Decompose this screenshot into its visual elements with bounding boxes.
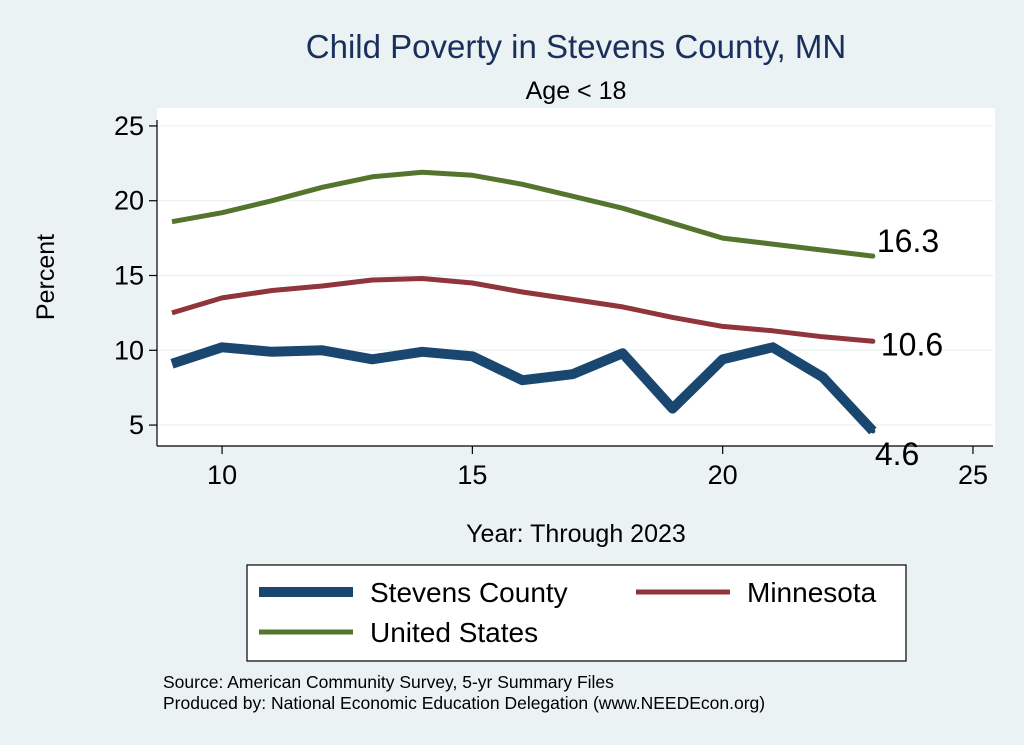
y-tick-label-10: 10 [114, 335, 144, 365]
end-marker-minnesota [870, 338, 876, 344]
legend-box [246, 564, 907, 662]
x-tick-label-15: 15 [457, 460, 487, 490]
x-axis-title: Year: Through 2023 [466, 520, 686, 548]
chart-subtitle: Age < 18 [526, 77, 627, 105]
y-tick-label-20: 20 [114, 186, 144, 216]
end-label-stevens: 4.6 [875, 436, 919, 472]
x-ticks: 10 15 20 25 [207, 446, 988, 490]
y-ticks: 5 10 15 20 25 [114, 111, 157, 440]
plot-area [157, 108, 995, 446]
chart-title: Child Poverty in Stevens County, MN [306, 28, 846, 65]
end-marker-us [870, 253, 876, 259]
end-labels: 4.6 10.6 16.3 [875, 223, 943, 472]
legend-label-stevens-county: Stevens County [370, 577, 568, 608]
series-group [170, 169, 877, 435]
series-line-minnesota [171, 276, 874, 344]
source-note: Source: American Community Survey, 5-yr … [163, 672, 614, 692]
legend-label-minnesota: Minnesota [747, 577, 877, 608]
x-tick-label-20: 20 [708, 460, 738, 490]
y-tick-label-5: 5 [129, 410, 144, 440]
x-tick-label-10: 10 [207, 460, 237, 490]
legend: Stevens County Minnesota United States [246, 564, 907, 662]
produced-by-note: Produced by: National Economic Education… [163, 693, 765, 713]
y-tick-label-25: 25 [114, 111, 144, 141]
end-marker-stevens [870, 428, 876, 434]
series-line-stevens [170, 342, 877, 435]
end-label-minnesota: 10.6 [881, 326, 943, 362]
series-line-us [171, 169, 874, 259]
legend-label-united-states: United States [370, 617, 538, 648]
x-tick-label-25: 25 [958, 460, 988, 490]
y-axis-title: Percent [32, 234, 60, 320]
y-tick-label-15: 15 [114, 261, 144, 291]
end-label-us: 16.3 [877, 223, 939, 259]
